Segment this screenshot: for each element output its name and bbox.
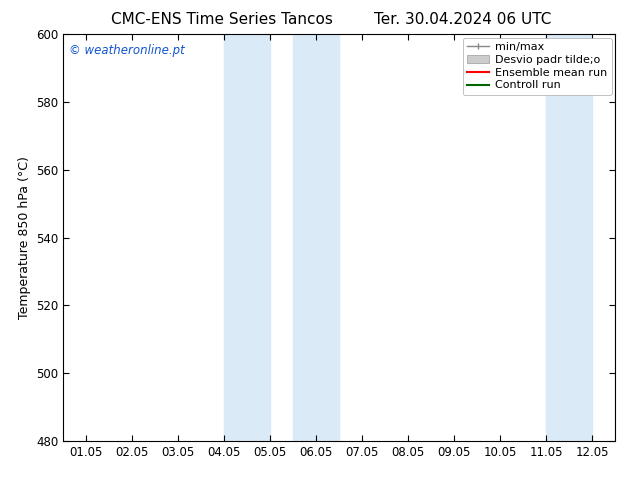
Y-axis label: Temperature 850 hPa (°C): Temperature 850 hPa (°C) (18, 156, 30, 319)
Text: © weatheronline.pt: © weatheronline.pt (69, 45, 184, 57)
Bar (224, 34, 270, 441)
Bar (546, 34, 592, 441)
Bar (615, 34, 634, 441)
Text: CMC-ENS Time Series Tancos: CMC-ENS Time Series Tancos (111, 12, 333, 27)
Text: Ter. 30.04.2024 06 UTC: Ter. 30.04.2024 06 UTC (374, 12, 552, 27)
Legend: min/max, Desvio padr tilde;o, Ensemble mean run, Controll run: min/max, Desvio padr tilde;o, Ensemble m… (463, 38, 612, 95)
Bar (293, 34, 339, 441)
